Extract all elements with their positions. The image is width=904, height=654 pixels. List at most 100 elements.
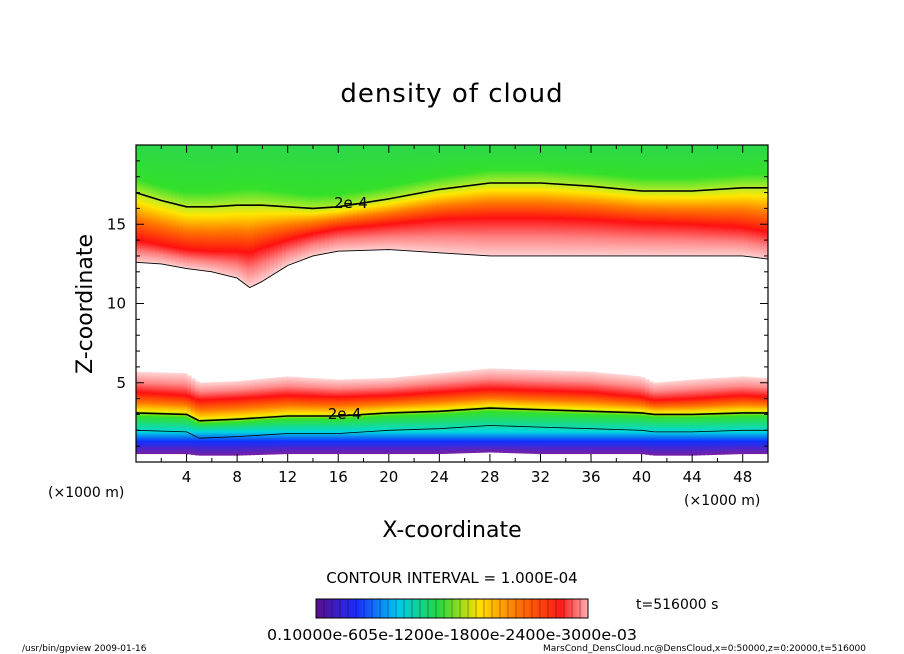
- field-column-upper: [554, 145, 559, 256]
- field-column-upper: [712, 145, 717, 256]
- field-column-lower: [416, 375, 421, 455]
- field-column-upper: [412, 145, 417, 252]
- field-column-lower: [372, 378, 378, 455]
- field-column-upper: [546, 145, 552, 256]
- field-column-upper: [597, 145, 603, 256]
- field-column-lower: [629, 375, 634, 455]
- field-column-upper: [380, 145, 386, 250]
- field-column-lower: [400, 376, 405, 455]
- x-tick-label: 24: [430, 468, 449, 486]
- field-column-lower: [597, 372, 603, 455]
- field-column-upper: [230, 145, 236, 278]
- contour-lines: [136, 182, 768, 439]
- field-column-upper: [463, 145, 469, 255]
- colorbar-label: 0.10000e-605e-1200e-1800e-2400e-3000e-03: [267, 626, 637, 644]
- field-column-lower: [609, 373, 615, 455]
- field-column-lower: [388, 377, 394, 455]
- field-column-upper: [337, 145, 342, 252]
- field-column-lower: [380, 378, 386, 455]
- field-column-upper: [242, 145, 247, 284]
- field-column-lower: [546, 370, 552, 455]
- field-column-upper: [550, 145, 555, 256]
- field-column-upper: [388, 145, 394, 250]
- field-column-upper: [637, 145, 642, 256]
- field-column-upper: [467, 145, 473, 255]
- field-column-upper: [226, 145, 232, 277]
- field-column-lower: [589, 371, 595, 455]
- field-column-upper: [755, 145, 761, 258]
- field-column-upper: [198, 145, 204, 271]
- field-column-lower: [751, 377, 757, 455]
- field-column-lower: [672, 380, 678, 456]
- field-column-lower: [424, 374, 429, 455]
- field-column-upper: [214, 145, 220, 274]
- field-column-upper: [538, 145, 544, 256]
- upper-layer-edge-contour: [136, 249, 768, 289]
- field-column-lower: [198, 382, 204, 456]
- field-column-lower: [684, 380, 690, 456]
- field-column-lower: [222, 381, 228, 456]
- field-column-upper: [586, 145, 591, 256]
- field-column-upper: [684, 145, 690, 256]
- field-column-lower: [744, 376, 749, 455]
- field-column-upper: [289, 145, 295, 264]
- field-column-upper: [625, 145, 631, 256]
- field-column-upper: [507, 145, 512, 256]
- field-column-upper: [759, 145, 765, 259]
- field-column-upper: [558, 145, 563, 256]
- field-column-upper: [479, 145, 484, 256]
- field-column-upper: [277, 145, 283, 271]
- field-column-upper: [641, 145, 646, 256]
- field-column-upper: [451, 145, 457, 254]
- field-column-lower: [479, 369, 484, 453]
- field-column-lower: [210, 382, 216, 456]
- field-column-upper: [700, 145, 706, 256]
- field-column-lower: [665, 381, 670, 456]
- field-column-lower: [562, 370, 567, 455]
- field-column-lower: [621, 374, 627, 455]
- field-column-upper: [696, 145, 702, 256]
- field-column-upper: [404, 145, 409, 251]
- y-axis-ticks: 5 10 15: [107, 160, 768, 447]
- field-column-upper: [254, 145, 259, 285]
- field-column-upper: [171, 145, 176, 267]
- field-column-upper: [661, 145, 666, 256]
- y-tick-label: 5: [116, 374, 126, 392]
- y-axis-label: Z-coordinate: [73, 234, 98, 374]
- contour-label-1: 2e-4: [328, 405, 362, 423]
- field-column-upper: [459, 145, 465, 255]
- field-column-upper: [435, 145, 441, 253]
- field-column-upper: [139, 145, 145, 263]
- field-column-lower: [214, 382, 220, 456]
- field-column-lower: [451, 371, 457, 454]
- field-column-lower: [467, 370, 473, 454]
- field-column-lower: [550, 370, 555, 455]
- field-column-lower: [392, 377, 397, 455]
- field-column-upper: [736, 145, 741, 256]
- field-column-upper: [530, 145, 536, 256]
- field-column-lower: [226, 381, 232, 456]
- field-column-lower: [230, 381, 236, 456]
- field-column-upper: [732, 145, 737, 256]
- field-column-upper: [234, 145, 239, 279]
- field-column-upper: [744, 145, 749, 257]
- field-column-lower: [740, 376, 745, 455]
- footer-left: /usr/bin/gpview 2009-01-16: [22, 644, 147, 654]
- time-label: t=516000 s: [636, 597, 718, 613]
- field-column-lower: [408, 375, 413, 455]
- field-column-lower: [439, 372, 445, 454]
- field-column-lower: [696, 379, 702, 456]
- field-column-upper: [345, 145, 350, 251]
- field-column-lower: [755, 377, 761, 455]
- field-column-upper: [416, 145, 421, 252]
- field-column-upper: [582, 145, 587, 256]
- field-column-upper: [617, 145, 623, 256]
- field-column-upper: [542, 145, 548, 256]
- field-column-upper: [439, 145, 445, 253]
- field-column-lower: [514, 369, 520, 454]
- x-tick-label: 16: [329, 468, 348, 486]
- field-column-upper: [285, 145, 291, 266]
- field-column-upper: [518, 145, 524, 256]
- field-column-upper: [692, 145, 698, 256]
